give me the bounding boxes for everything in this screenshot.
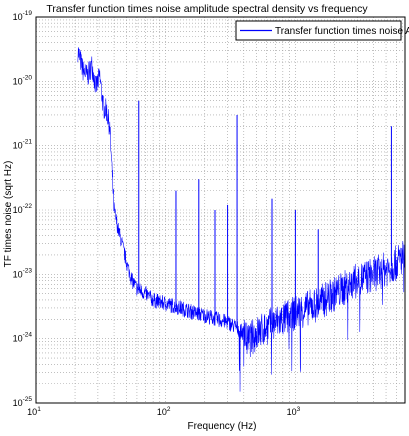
y-tick-label: 10-20 (13, 74, 33, 86)
y-axis-label: TF times noise (sqrt Hz) (3, 161, 14, 268)
plot-frame (35, 16, 406, 404)
axis-ticks: 101 102 103 10-19 10-20 10-21 10-22 10-23 10-24 1… (13, 10, 301, 417)
chart-title: Transfer function times noise amplitude … (46, 3, 368, 15)
x-tick-label: 102 (157, 406, 171, 417)
legend-entry: Transfer function times noise ASD (275, 26, 409, 37)
series-line (77, 47, 406, 392)
y-tick-label: 10-22 (13, 203, 33, 215)
plot-area (77, 47, 406, 392)
legend: Transfer function times noise ASD (235, 20, 409, 41)
x-axis-label: Frequency (Hz) (188, 421, 257, 432)
y-tick-label: 10-25 (13, 396, 33, 408)
y-tick-label: 10-24 (13, 332, 33, 344)
y-tick-label: 10-23 (13, 267, 33, 279)
x-tick-label: 101 (27, 406, 41, 417)
grid (36, 17, 405, 403)
y-tick-label: 10-21 (13, 139, 33, 151)
y-tick-label: 10-19 (13, 10, 33, 22)
x-tick-label: 103 (287, 406, 301, 417)
legend-box (235, 20, 402, 41)
